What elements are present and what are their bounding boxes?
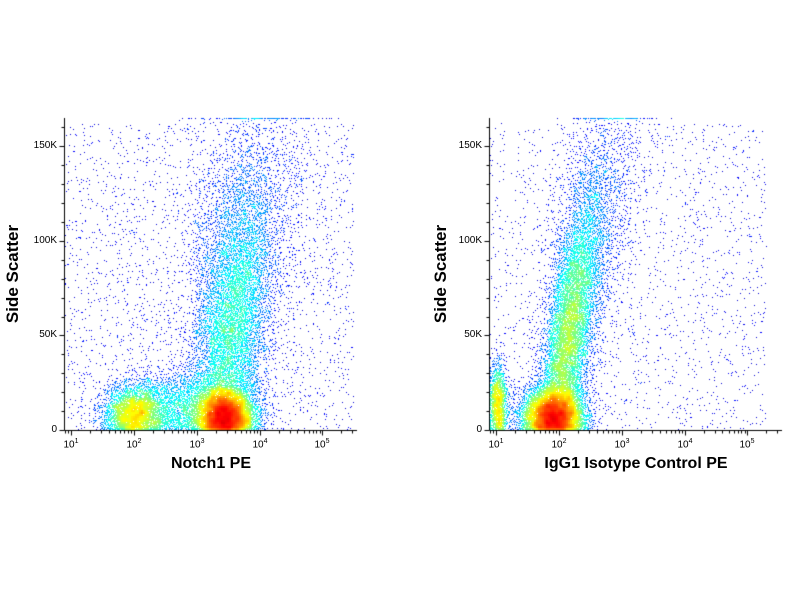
x-axis-label-left-plot: Notch1 PE <box>170 455 252 472</box>
y-axis-label-left-plot: Side Scatter <box>3 224 22 324</box>
x-axis-label-right-plot: IgG1 Isotype Control PE <box>544 455 728 472</box>
y-axis-label-right-plot: Side Scatter <box>431 224 450 324</box>
